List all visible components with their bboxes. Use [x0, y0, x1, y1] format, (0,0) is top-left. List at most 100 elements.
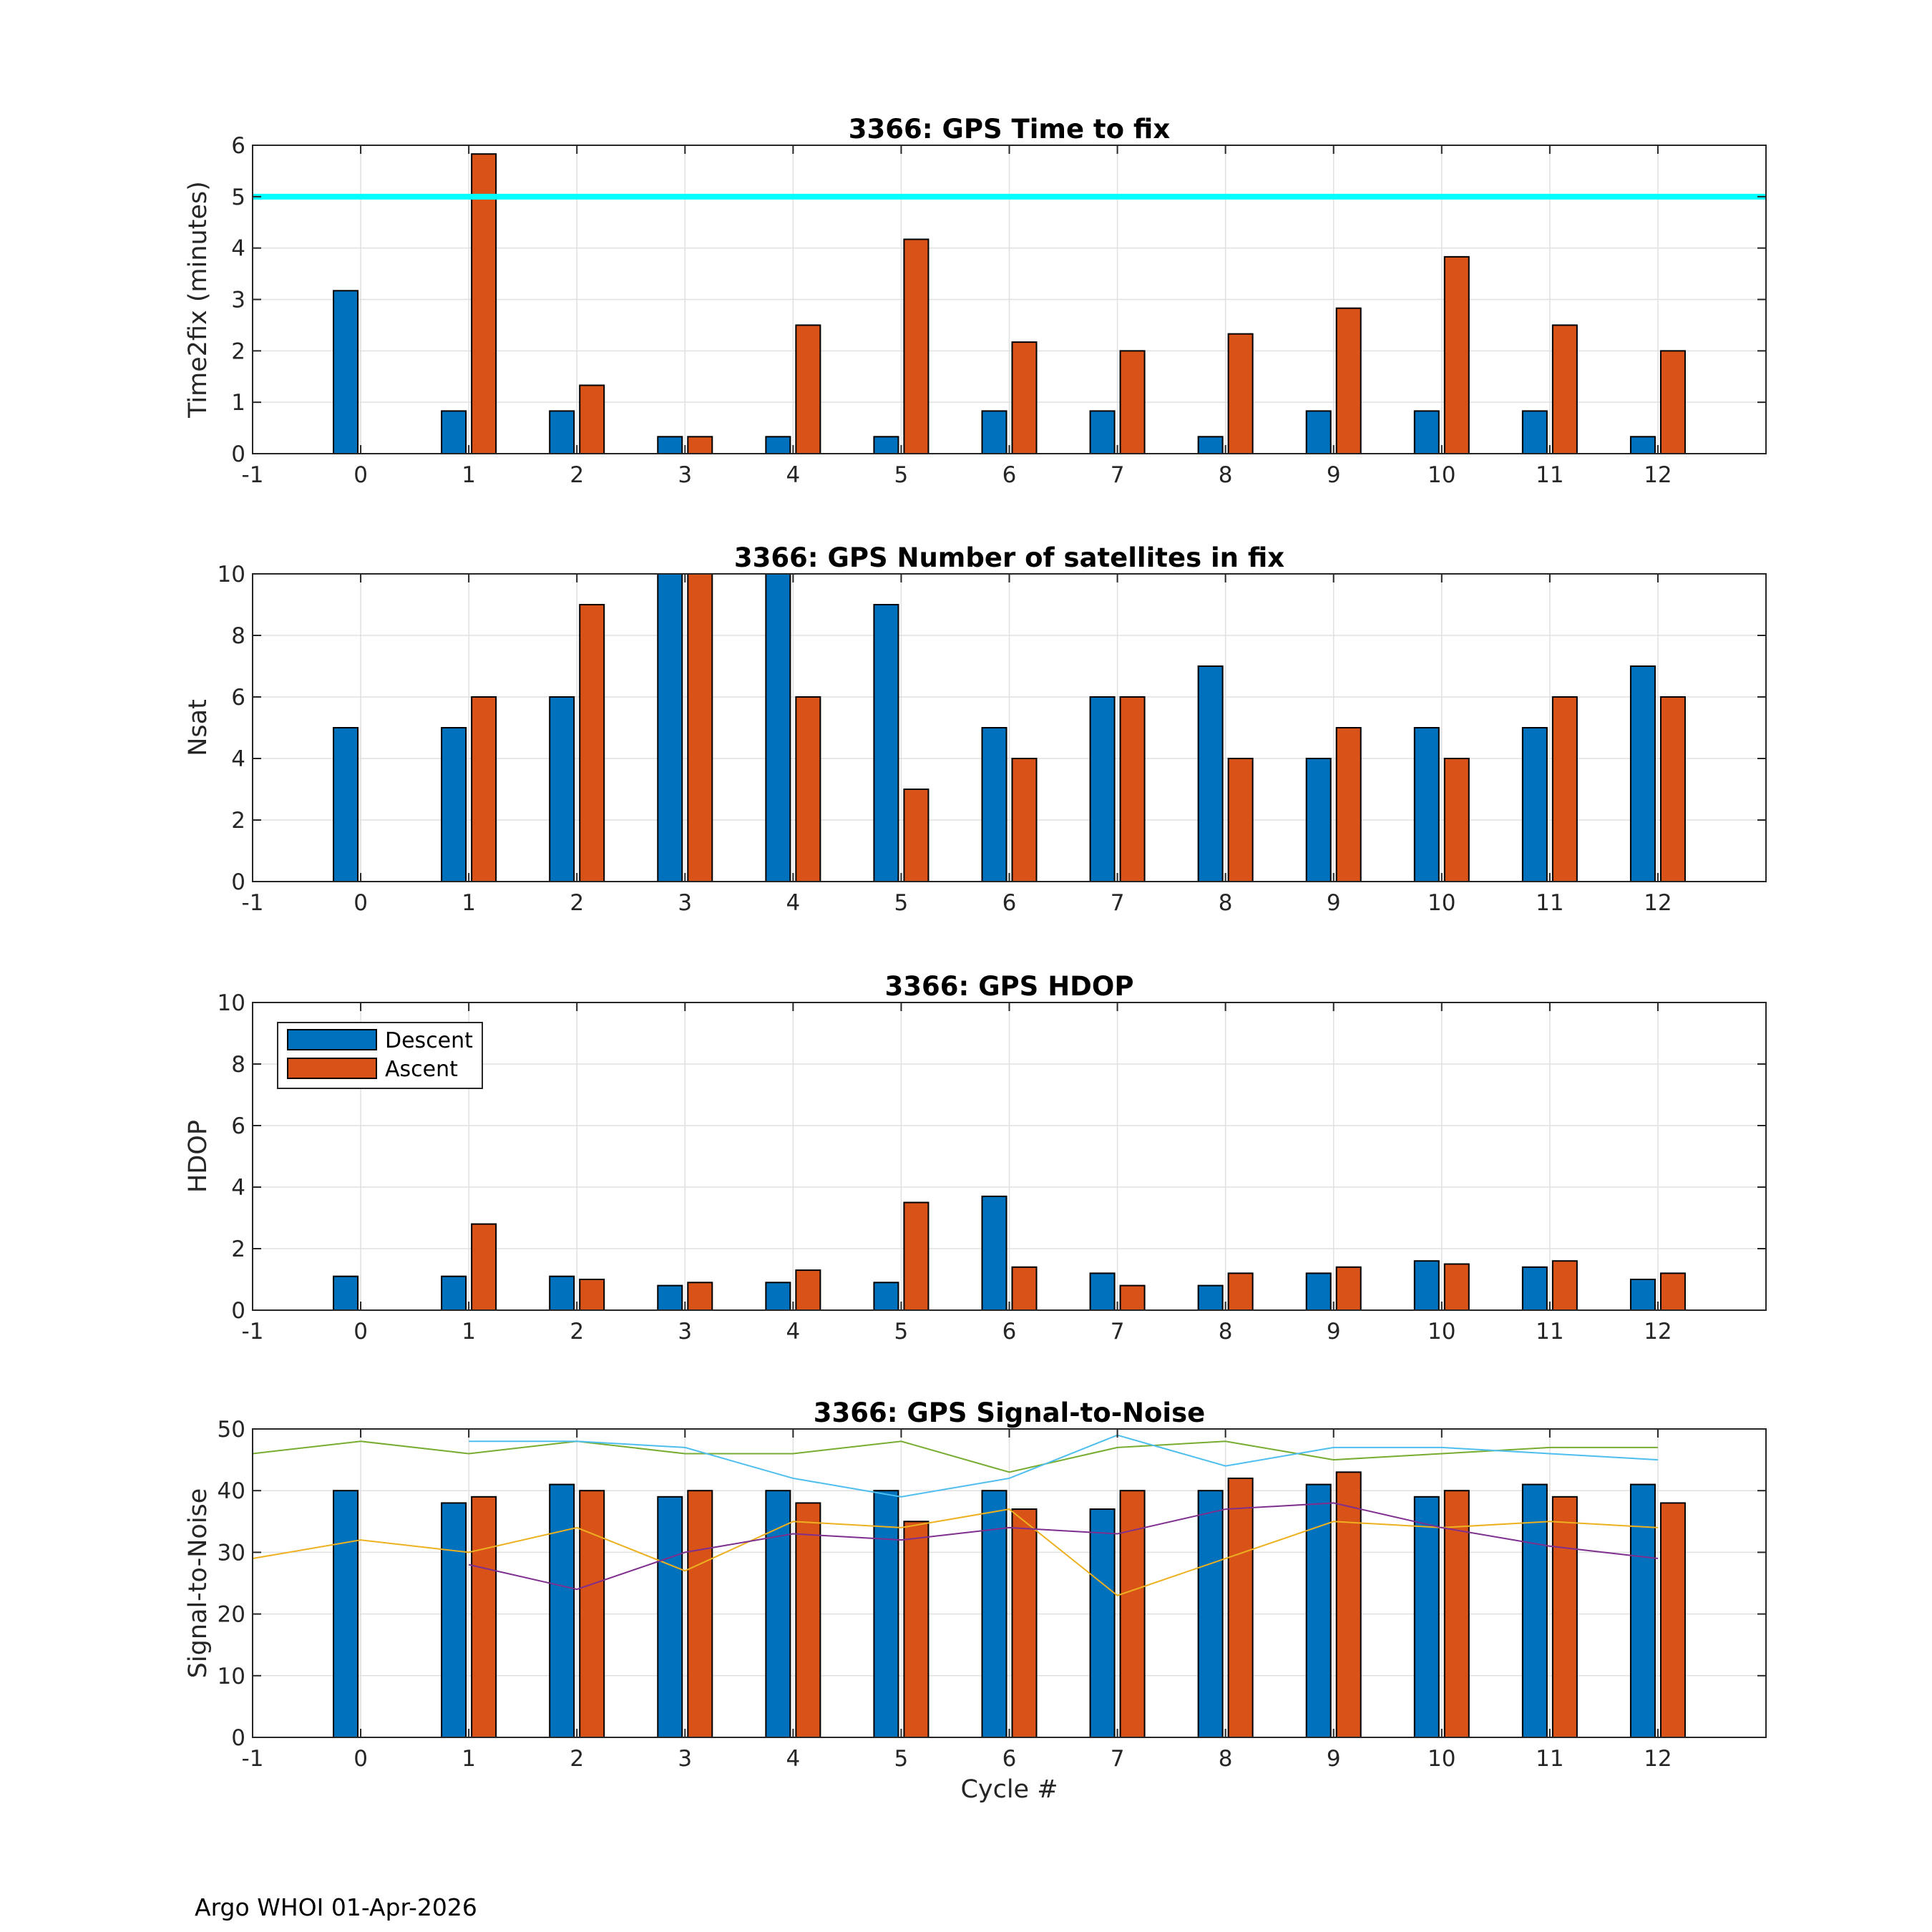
ascent-bar-cycle-8: [1227, 758, 1254, 882]
ascent-bar-cycle-3: [687, 1490, 713, 1738]
descent-bar-cycle-3: [657, 1284, 683, 1311]
chart-title: 3366: GPS Number of satellites in fix: [734, 542, 1284, 573]
y-tick-label: 4: [231, 1175, 245, 1201]
legend-swatch-descent: [287, 1029, 377, 1050]
descent-bar-cycle-10: [1413, 1260, 1440, 1311]
legend-label-ascent: Ascent: [385, 1057, 458, 1082]
y-tick-label: 40: [218, 1478, 245, 1504]
x-tick-label: 9: [1327, 1319, 1341, 1345]
y-tick-label: 4: [231, 746, 245, 772]
descent-bar-cycle-11: [1521, 410, 1548, 455]
descent-bar-cycle-6: [981, 727, 1008, 882]
x-tick-label: 1: [462, 1319, 476, 1345]
y-tick-label: 0: [231, 1298, 245, 1324]
x-tick-label: 11: [1536, 890, 1563, 916]
descent-bar-cycle-1: [441, 410, 467, 455]
ascent-bar-cycle-5: [903, 789, 930, 882]
descent-bar-cycle-4: [765, 436, 791, 454]
descent-bar-cycle-3: [657, 1496, 683, 1739]
ascent-bar-cycle-12: [1659, 350, 1686, 455]
y-tick-label: 8: [231, 623, 245, 649]
x-tick-label: 10: [1428, 890, 1455, 916]
y-tick-label: 0: [231, 869, 245, 895]
x-tick-label: 0: [353, 890, 368, 916]
ascent-bar-cycle-3: [687, 573, 713, 882]
x-tick-label: 5: [894, 890, 909, 916]
x-tick-label: -1: [242, 1746, 264, 1772]
y-tick-label: 6: [231, 133, 245, 159]
x-tick-label: 12: [1644, 1319, 1672, 1345]
footer-text: Argo WHOI 01-Apr-2026: [195, 1893, 477, 1921]
x-tick-label: 1: [462, 462, 476, 488]
x-tick-label: 3: [678, 1746, 692, 1772]
ascent-bar-cycle-10: [1443, 758, 1470, 882]
y-tick-label: 0: [231, 441, 245, 467]
ascent-bar-cycle-7: [1119, 350, 1146, 455]
descent-bar-cycle-1: [441, 1275, 467, 1311]
x-tick-label: 1: [462, 1746, 476, 1772]
ascent-bar-cycle-8: [1227, 333, 1254, 454]
chart-title: 3366: GPS Time to fix: [849, 114, 1171, 145]
ascent-bar-cycle-3: [687, 436, 713, 454]
ascent-bar-cycle-9: [1335, 307, 1362, 454]
x-tick-label: 7: [1111, 1319, 1125, 1345]
x-tick-label: 8: [1219, 890, 1233, 916]
y-tick-label: 20: [218, 1602, 245, 1628]
descent-bar-cycle-10: [1413, 1496, 1440, 1739]
descent-bar-cycle-11: [1521, 727, 1548, 882]
ascent-bar-cycle-1: [471, 1223, 497, 1311]
x-tick-label: 9: [1327, 462, 1341, 488]
ascent-bar-cycle-6: [1011, 758, 1038, 882]
descent-bar-cycle-5: [873, 1282, 899, 1312]
ascent-bar-cycle-7: [1119, 1284, 1146, 1311]
x-tick-label: 11: [1536, 1319, 1563, 1345]
descent-bar-cycle-10: [1413, 410, 1440, 455]
descent-bar-cycle-2: [549, 1483, 575, 1739]
x-tick-label: 4: [786, 1746, 800, 1772]
x-tick-label: 6: [1002, 890, 1017, 916]
descent-bar-cycle-11: [1521, 1266, 1548, 1312]
descent-bar-cycle-0: [333, 1490, 359, 1738]
ascent-bar-cycle-12: [1659, 1502, 1686, 1738]
ascent-bar-cycle-5: [903, 1521, 930, 1739]
ascent-bar-cycle-6: [1011, 1266, 1038, 1312]
y-tick-label: 2: [231, 1236, 245, 1262]
y-tick-label: 5: [231, 185, 245, 210]
x-tick-label: 7: [1111, 890, 1125, 916]
ascent-bar-cycle-2: [579, 604, 605, 882]
y-tick-label: 3: [231, 288, 245, 313]
y-axis-label: Signal-to-Noise: [184, 1488, 213, 1679]
x-tick-label: 7: [1111, 1746, 1125, 1772]
descent-bar-cycle-9: [1305, 758, 1332, 882]
descent-bar-cycle-12: [1629, 436, 1656, 454]
descent-bar-cycle-9: [1305, 1483, 1332, 1739]
x-tick-label: 9: [1327, 890, 1341, 916]
y-tick-label: 6: [231, 685, 245, 711]
descent-bar-cycle-7: [1089, 1508, 1116, 1739]
y-tick-label: 10: [218, 562, 245, 587]
descent-bar-cycle-7: [1089, 1272, 1116, 1312]
descent-bar-cycle-7: [1089, 410, 1116, 455]
y-tick-label: 50: [218, 1417, 245, 1443]
ascent-bar-cycle-1: [471, 153, 497, 454]
descent-bar-cycle-12: [1629, 1279, 1656, 1311]
descent-bar-cycle-10: [1413, 727, 1440, 882]
snr-line-4: [468, 1502, 1659, 1591]
descent-bar-cycle-7: [1089, 696, 1116, 882]
snr-line-1: [252, 1440, 1658, 1473]
ascent-bar-cycle-11: [1551, 1496, 1578, 1739]
y-axis-label: Nsat: [184, 699, 213, 756]
y-tick-label: 4: [231, 236, 245, 262]
x-tick-label: -1: [242, 462, 264, 488]
x-tick-label: 0: [353, 1319, 368, 1345]
x-tick-label: 6: [1002, 1319, 1017, 1345]
y-tick-label: 30: [218, 1540, 245, 1566]
descent-bar-cycle-4: [765, 573, 791, 882]
y-tick-label: 6: [231, 1113, 245, 1139]
snr-line-2: [469, 1434, 1658, 1498]
descent-bar-cycle-2: [549, 696, 575, 882]
y-axis-label: Time2fix (minutes): [184, 181, 213, 419]
